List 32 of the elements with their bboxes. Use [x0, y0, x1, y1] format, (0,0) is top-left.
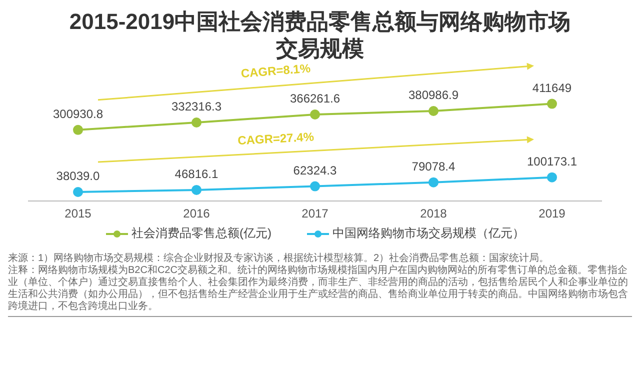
point [73, 187, 83, 198]
data-label: 332316.3 [171, 100, 222, 114]
point [192, 118, 202, 128]
point [547, 172, 557, 182]
data-label: 38039.0 [56, 169, 100, 184]
data-label: 100173.1 [526, 154, 578, 168]
data-label: 380986.9 [408, 88, 459, 102]
legend-label: 中国网络购物市场交易规模（亿元） [332, 225, 524, 242]
point [310, 181, 320, 192]
chart-title: 2015-2019中国社会消费品零售总额与网络购物市场交易规模 [68, 8, 572, 62]
text: CAGR=8.1% [240, 61, 312, 81]
point [73, 124, 83, 135]
data-label: 300930.8 [52, 106, 104, 121]
x-tick-label: 2017 [302, 206, 329, 221]
point [428, 177, 438, 188]
point [547, 98, 557, 109]
point [428, 106, 438, 116]
text: 注释：网络购物市场规模为B2C和C2C交易额之和。统计的网络购物市场规模指国内用户在国内购物网站的所有零售订单的总金额。零售指企业（单位、个体户）通过交易直接售给个人、社会集团作为最终消费，而非生产、非经营用的商品的活动，包括售给居民个人和企事业单位的生活和公共消费（如办公用品），但不包括售给生产经营企业用于生产或经营的商品、售给商业单位用于转卖的商品。中国网络购物市场包含跨境进口，不包含跨境出口业务。 [8, 265, 629, 313]
data-label: 79078.4 [412, 159, 456, 174]
data-label: 411649 [532, 80, 572, 95]
x-tick-label: 2019 [538, 206, 566, 221]
data-label: 46816.1 [174, 166, 219, 181]
x-tick-label: 2015 [64, 206, 92, 221]
point [310, 109, 320, 120]
source-note: 来源：1）网络购物市场交易规模：综合企业财报及专家访谈，根据统计模型核算。2）社会消费品零售总额：国家统计局。 [8, 253, 550, 264]
data-label: 366261.6 [290, 91, 340, 106]
x-tick-label: 2018 [420, 206, 448, 221]
point [192, 184, 202, 195]
x-tick-label: 2016 [183, 206, 210, 221]
legend-label: 社会消费品零售总额(亿元) [132, 225, 272, 242]
data-label: 62324.3 [293, 163, 338, 178]
annotation: CAGR=27.4% [237, 130, 315, 148]
